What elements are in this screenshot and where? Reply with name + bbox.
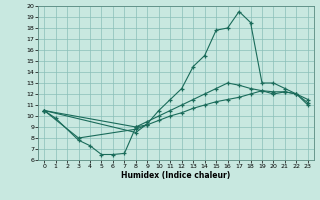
X-axis label: Humidex (Indice chaleur): Humidex (Indice chaleur) — [121, 171, 231, 180]
